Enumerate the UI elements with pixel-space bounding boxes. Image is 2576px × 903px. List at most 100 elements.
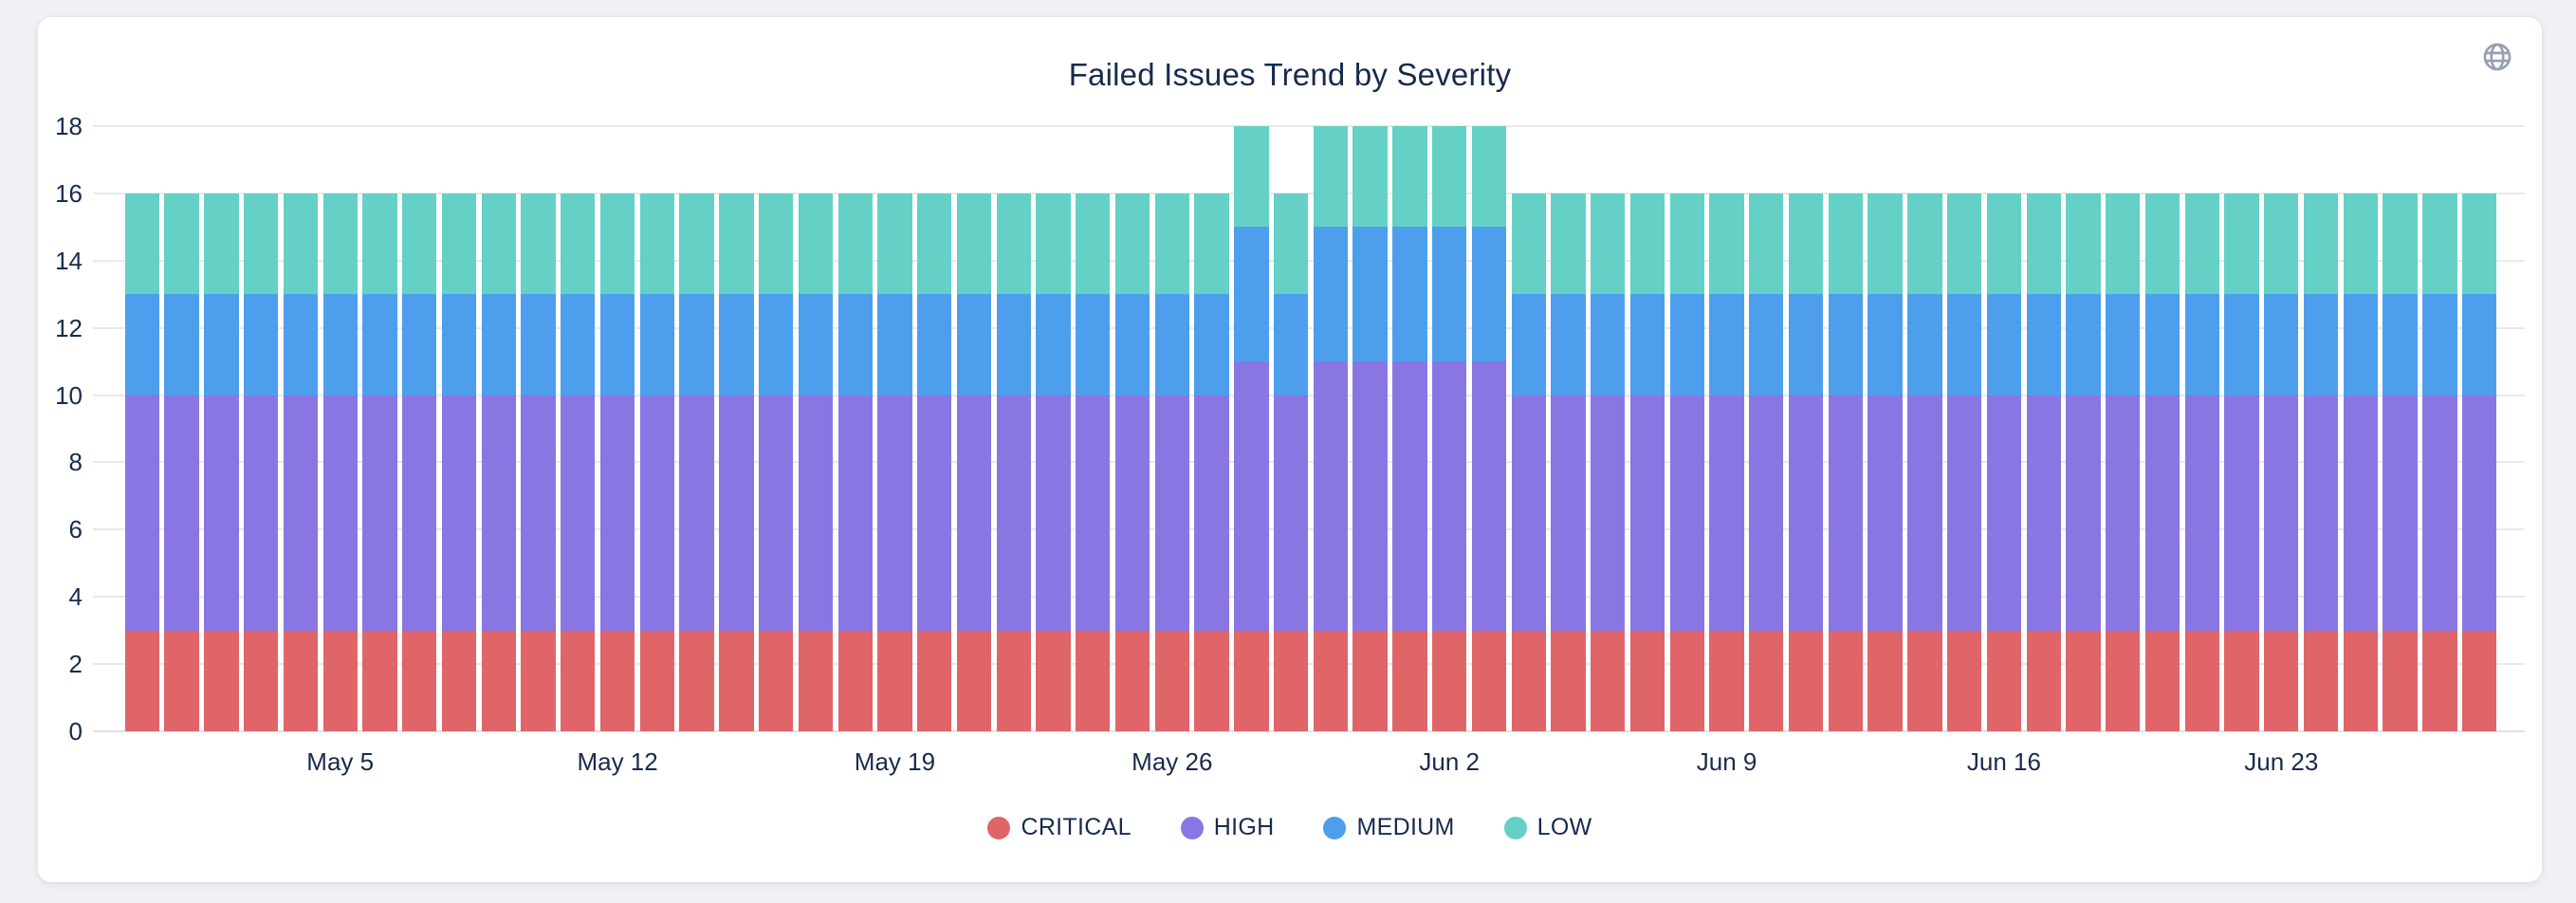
- bar[interactable]: [1629, 193, 1665, 731]
- bar[interactable]: [561, 193, 596, 731]
- bar[interactable]: [124, 193, 160, 731]
- bar[interactable]: [917, 193, 952, 731]
- bar[interactable]: [2343, 193, 2378, 731]
- bar[interactable]: [877, 193, 912, 731]
- bar[interactable]: [322, 193, 358, 731]
- bar-segment-critical: [1749, 630, 1784, 731]
- bar[interactable]: [2383, 193, 2418, 731]
- bar-segment-high: [1629, 395, 1665, 631]
- legend-label: CRITICAL: [1021, 814, 1132, 840]
- legend-item-medium[interactable]: MEDIUM: [1323, 814, 1454, 841]
- bar-segment-medium: [1154, 294, 1189, 396]
- gridline-y-4: [93, 596, 2525, 599]
- bar-segment-critical: [1273, 630, 1309, 731]
- globe-icon[interactable]: [2481, 41, 2513, 73]
- bar[interactable]: [441, 193, 477, 731]
- bar-segment-high: [2461, 395, 2497, 631]
- bar-segment-high: [837, 395, 873, 631]
- bar[interactable]: [1114, 193, 1150, 731]
- bar[interactable]: [1511, 193, 1546, 731]
- bar[interactable]: [1749, 193, 1784, 731]
- bar-segment-medium: [283, 294, 319, 396]
- bar[interactable]: [521, 193, 556, 731]
- bar[interactable]: [1669, 193, 1704, 731]
- bar[interactable]: [1788, 193, 1824, 731]
- bar-segment-high: [2343, 395, 2378, 631]
- bar-segment-medium: [1273, 294, 1309, 396]
- bar-segment-critical: [1352, 630, 1388, 731]
- bar-segment-high: [1749, 395, 1784, 631]
- bar[interactable]: [1907, 193, 1942, 731]
- bar[interactable]: [1273, 193, 1309, 731]
- legend-item-high[interactable]: HIGH: [1180, 814, 1275, 841]
- bar-segment-high: [1273, 395, 1309, 631]
- bar[interactable]: [1352, 126, 1388, 731]
- bar[interactable]: [1828, 193, 1864, 731]
- bar[interactable]: [1392, 126, 1427, 731]
- bar[interactable]: [2224, 193, 2259, 731]
- bar[interactable]: [1551, 193, 1586, 731]
- bar[interactable]: [758, 193, 794, 731]
- bar[interactable]: [244, 193, 279, 731]
- bar-segment-low: [124, 193, 160, 295]
- bar[interactable]: [2066, 193, 2101, 731]
- bar-segment-high: [2422, 395, 2457, 631]
- bar-segment-medium: [2106, 294, 2141, 396]
- bar[interactable]: [1432, 126, 1467, 731]
- bar-segment-low: [2461, 193, 2497, 295]
- bar[interactable]: [2461, 193, 2497, 731]
- bar[interactable]: [599, 193, 635, 731]
- bar-segment-medium: [1432, 227, 1467, 362]
- bar[interactable]: [1234, 126, 1269, 731]
- bar-segment-low: [917, 193, 952, 295]
- bar[interactable]: [1154, 193, 1189, 731]
- bar-segment-critical: [2026, 630, 2061, 731]
- bar-segment-high: [561, 395, 596, 631]
- bar[interactable]: [639, 193, 675, 731]
- bar[interactable]: [719, 193, 754, 731]
- bar[interactable]: [1709, 193, 1744, 731]
- bar[interactable]: [481, 193, 516, 731]
- bar[interactable]: [1194, 193, 1229, 731]
- bar[interactable]: [679, 193, 714, 731]
- legend-item-low[interactable]: LOW: [1503, 814, 1592, 841]
- bar[interactable]: [1036, 193, 1071, 731]
- bar-segment-critical: [164, 630, 199, 731]
- bar[interactable]: [1313, 126, 1349, 731]
- bar-segment-low: [481, 193, 516, 295]
- bar[interactable]: [2144, 193, 2180, 731]
- bar[interactable]: [204, 193, 239, 731]
- bar-segment-critical: [1036, 630, 1071, 731]
- bar-segment-critical: [719, 630, 754, 731]
- bar[interactable]: [1471, 126, 1507, 731]
- bar[interactable]: [283, 193, 319, 731]
- bar-segment-low: [639, 193, 675, 295]
- bar-segment-high: [956, 395, 992, 631]
- legend-item-critical[interactable]: CRITICAL: [987, 814, 1131, 841]
- bar[interactable]: [837, 193, 873, 731]
- bar[interactable]: [2422, 193, 2457, 731]
- bar[interactable]: [1868, 193, 1903, 731]
- bar-segment-medium: [1907, 294, 1942, 396]
- bar[interactable]: [164, 193, 199, 731]
- bar-segment-critical: [521, 630, 556, 731]
- bar[interactable]: [2264, 193, 2299, 731]
- bar[interactable]: [2026, 193, 2061, 731]
- bar-segment-critical: [402, 630, 437, 731]
- bar[interactable]: [996, 193, 1031, 731]
- bar[interactable]: [2184, 193, 2219, 731]
- bar[interactable]: [798, 193, 834, 731]
- bar-segment-low: [1629, 193, 1665, 295]
- bar-segment-low: [283, 193, 319, 295]
- legend: CRITICAL HIGH MEDIUM LOW: [38, 814, 2542, 841]
- bar[interactable]: [1986, 193, 2022, 731]
- bar[interactable]: [402, 193, 437, 731]
- bar[interactable]: [1076, 193, 1111, 731]
- bar-segment-medium: [1591, 294, 1626, 396]
- bar[interactable]: [1591, 193, 1626, 731]
- bar[interactable]: [2303, 193, 2339, 731]
- bar[interactable]: [1946, 193, 1982, 731]
- bar[interactable]: [956, 193, 992, 731]
- bar[interactable]: [2106, 193, 2141, 731]
- bar[interactable]: [362, 193, 397, 731]
